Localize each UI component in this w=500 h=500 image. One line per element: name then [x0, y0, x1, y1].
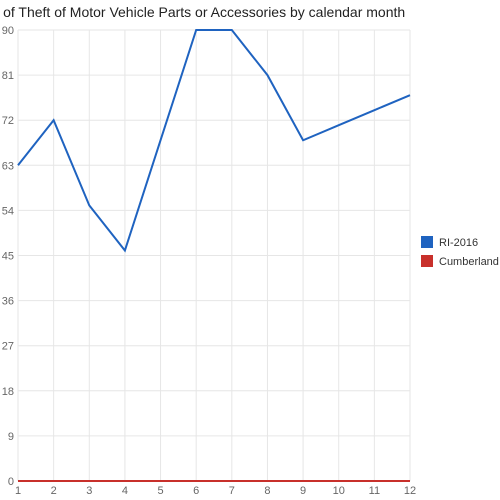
legend-swatch: [421, 236, 433, 248]
x-tick-label: 12: [404, 485, 416, 497]
y-tick-label: 18: [2, 386, 14, 398]
y-tick-label: 54: [2, 205, 14, 217]
x-tick-label: 3: [86, 485, 92, 497]
x-tick-label: 9: [300, 485, 306, 497]
y-tick-label: 81: [2, 70, 14, 82]
x-tick-label: 2: [51, 485, 57, 497]
y-tick-label: 9: [8, 431, 14, 443]
series-lines: [17, 29, 411, 482]
legend-label: RI-2016: [439, 237, 478, 249]
x-tick-label: 4: [122, 485, 128, 497]
legend: RI-2016 Cumberland: [421, 236, 499, 268]
x-tick-label: 11: [369, 485, 380, 497]
legend-swatch: [421, 255, 433, 267]
x-axis-ticks: 1 2 3 4 5 6 7 8 9 10 11 12: [15, 485, 416, 497]
x-tick-label: 8: [264, 485, 270, 497]
y-tick-label: 0: [8, 476, 14, 488]
x-tick-label: 5: [157, 485, 163, 497]
y-tick-label: 36: [2, 296, 14, 308]
chart-title: Counts of Theft of Motor Vehicle Parts o…: [0, 4, 405, 20]
x-tick-label: 6: [193, 485, 199, 497]
y-tick-label: 90: [2, 25, 14, 37]
legend-label: Cumberland: [439, 256, 499, 268]
x-tick-label: 7: [229, 485, 235, 497]
series-line-ri-2016: [17, 29, 411, 253]
y-tick-label: 45: [2, 251, 14, 263]
y-tick-label: 72: [2, 115, 14, 127]
x-tick-label: 1: [15, 485, 21, 497]
y-tick-label: 27: [2, 341, 14, 353]
gridlines: [17, 29, 411, 482]
y-tick-label: 63: [2, 160, 14, 172]
y-axis-ticks: 0 9 18 27 36 45 54 63 72 81 90: [2, 25, 14, 488]
x-tick-label: 10: [333, 485, 345, 497]
